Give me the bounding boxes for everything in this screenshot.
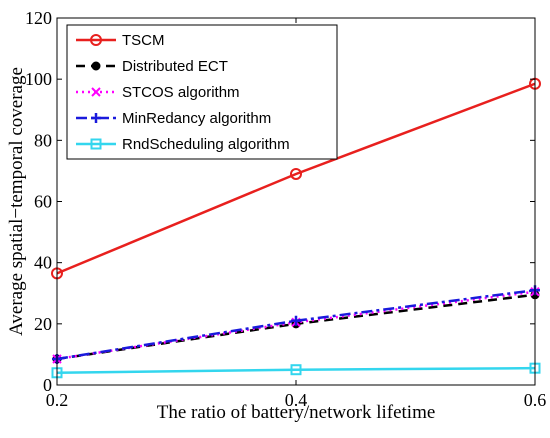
series-1 bbox=[52, 290, 540, 364]
legend-label: STCOS algorithm bbox=[122, 84, 240, 101]
legend-item: RndScheduling algorithm bbox=[76, 136, 290, 153]
y-tick-label: 60 bbox=[34, 192, 52, 212]
x-tick-label: 0.2 bbox=[46, 390, 69, 410]
legend-item: Distributed ECT bbox=[76, 58, 228, 75]
legend-label: Distributed ECT bbox=[122, 58, 228, 75]
data-point bbox=[291, 315, 301, 326]
y-tick-label: 100 bbox=[25, 69, 52, 89]
y-tick-label: 0 bbox=[43, 375, 52, 395]
series-line bbox=[56, 366, 536, 375]
legend-marker bbox=[91, 87, 101, 97]
legend-marker bbox=[91, 113, 101, 123]
y-tick-label: 80 bbox=[34, 130, 52, 150]
legend-item: TSCM bbox=[76, 32, 165, 49]
y-tick-label: 40 bbox=[34, 253, 52, 273]
data-point bbox=[290, 167, 302, 180]
series-3 bbox=[52, 285, 540, 365]
legend-label: TSCM bbox=[122, 32, 165, 49]
legend-label: RndScheduling algorithm bbox=[122, 136, 290, 153]
x-axis-label: The ratio of battery/network lifetime bbox=[157, 402, 436, 423]
data-point bbox=[290, 364, 302, 376]
series-4 bbox=[51, 362, 541, 379]
legend-marker bbox=[91, 61, 101, 71]
legend-marker bbox=[90, 34, 102, 46]
x-tick-label: 0.6 bbox=[524, 390, 547, 410]
y-axis-label: Average spatial−temporal coverage bbox=[6, 67, 27, 336]
legend-item: STCOS algorithm bbox=[76, 84, 240, 101]
series-line bbox=[56, 82, 536, 275]
x-tick-label: 0.4 bbox=[285, 390, 308, 410]
legend-item: MinRedancy algorithm bbox=[76, 110, 271, 127]
y-tick-label: 120 bbox=[25, 8, 52, 28]
y-tick-label: 20 bbox=[34, 314, 52, 334]
legend-label: MinRedancy algorithm bbox=[122, 110, 271, 127]
legend-marker bbox=[90, 138, 102, 150]
